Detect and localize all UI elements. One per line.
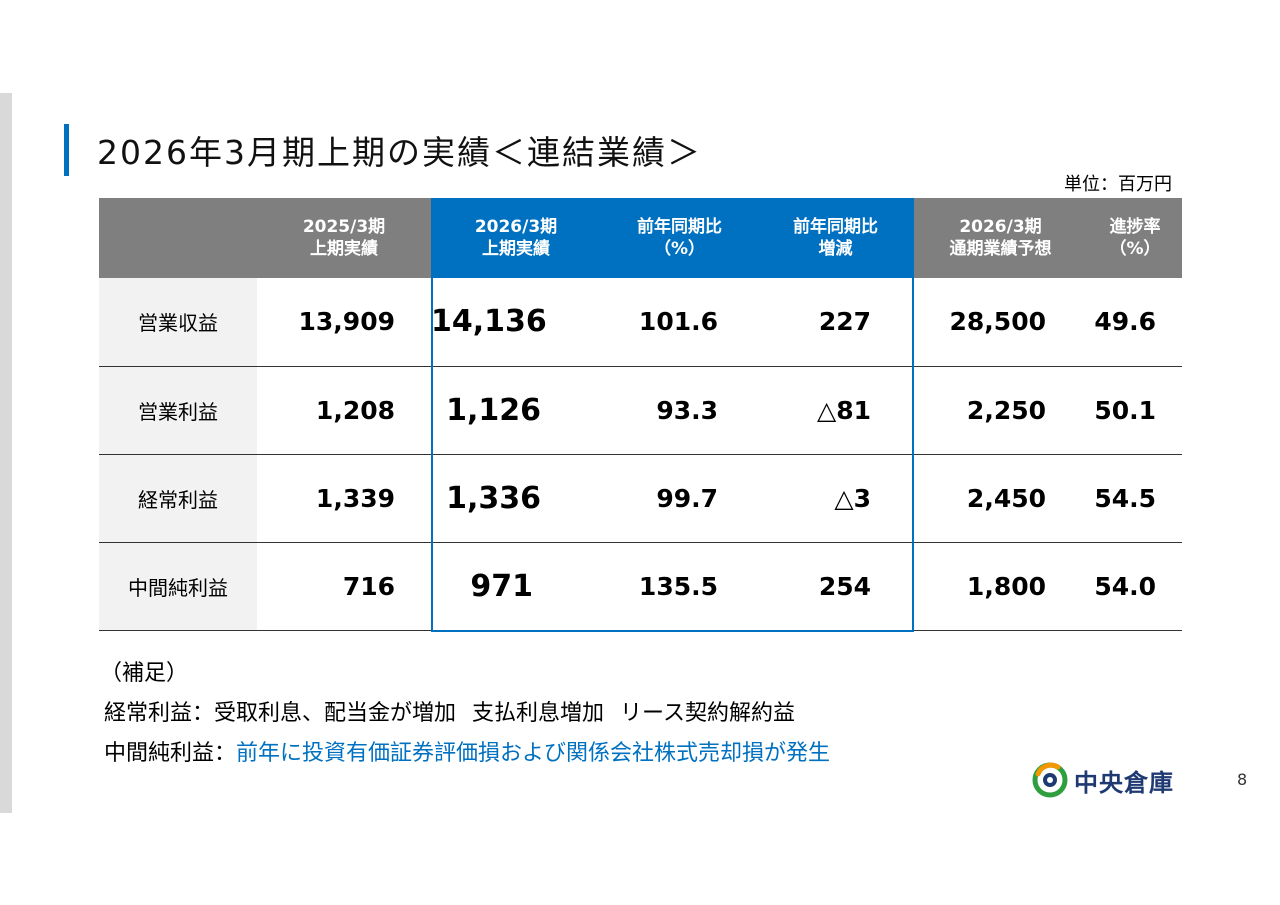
notes-heading: （補足） xyxy=(100,661,189,686)
unit-label: 単位：百万円 xyxy=(1064,174,1172,195)
cell-yoy-ratio: 99.7 xyxy=(601,454,758,543)
header-row: 2025/3期 上期実績 2026/3期 上期実績 前年同期比 （%） 前年同期比 増減… xyxy=(99,198,1182,278)
header-yoy-diff: 前年同期比 増減 xyxy=(758,198,913,278)
note-text: 支払利息増加 xyxy=(472,701,605,726)
cell-yoy-ratio: 93.3 xyxy=(601,366,758,455)
row-label: 営業利益 xyxy=(99,366,257,455)
results-table: 2025/3期 上期実績 2026/3期 上期実績 前年同期比 （%） 前年同期比 増減… xyxy=(99,198,1182,631)
cell-current-half: 1,126 xyxy=(431,366,601,455)
table-row: 中間純利益 716 971 135.5 254 1,800 54.0 xyxy=(99,542,1182,631)
note-label: 中間純利益： xyxy=(104,741,237,766)
table-row: 営業利益 1,208 1,126 93.3 △81 2,250 50.1 xyxy=(99,366,1182,455)
cell-current-half: 971 xyxy=(431,542,601,631)
cell-yoy-diff: △3 xyxy=(758,454,913,543)
cell-yoy-ratio: 101.6 xyxy=(601,278,758,367)
cell-yoy-diff: 254 xyxy=(758,542,913,631)
cell-forecast: 1,800 xyxy=(913,542,1088,631)
header-blank xyxy=(99,198,257,278)
note-label: 経常利益： xyxy=(104,701,215,726)
note-line-net-income: 中間純利益：前年に投資有価証券評価損および関係会社株式売却損が発生 xyxy=(100,734,830,774)
cell-yoy-diff: 227 xyxy=(758,278,913,367)
cell-progress: 54.5 xyxy=(1088,454,1182,543)
note-text-highlight: 前年に投資有価証券評価損および関係会社株式売却損が発生 xyxy=(236,741,831,766)
page-number: 8 xyxy=(1237,770,1248,789)
note-text: リース契約解約益 xyxy=(620,701,795,726)
cell-prev-half: 716 xyxy=(257,542,431,631)
cell-forecast: 2,250 xyxy=(913,366,1088,455)
logo-mark-icon xyxy=(1032,762,1068,798)
cell-forecast: 28,500 xyxy=(913,278,1088,367)
cell-progress: 50.1 xyxy=(1088,366,1182,455)
header-full-year-forecast: 2026/3期 通期業績予想 xyxy=(913,198,1088,278)
cell-current-half: 14,136 xyxy=(431,278,601,367)
supplementary-notes: （補足） 経常利益：受取利息、配当金が増加 支払利息増加 リース契約解約益 中間純利… xyxy=(100,654,830,774)
cell-yoy-diff: △81 xyxy=(758,366,913,455)
table-row: 経常利益 1,339 1,336 99.7 △3 2,450 54.5 xyxy=(99,454,1182,543)
title-accent-bar xyxy=(64,124,69,176)
cell-progress: 54.0 xyxy=(1088,542,1182,631)
row-label: 営業収益 xyxy=(99,278,257,367)
cell-prev-half: 1,339 xyxy=(257,454,431,543)
cell-prev-half: 1,208 xyxy=(257,366,431,455)
left-edge-bar xyxy=(0,93,12,813)
header-prev-half: 2025/3期 上期実績 xyxy=(257,198,431,278)
header-yoy-ratio: 前年同期比 （%） xyxy=(601,198,758,278)
cell-forecast: 2,450 xyxy=(913,454,1088,543)
table-row: 営業収益 13,909 14,136 101.6 227 28,500 49.6 xyxy=(99,278,1182,367)
cell-current-half: 1,336 xyxy=(431,454,601,543)
note-line-ordinary-profit: 経常利益：受取利息、配当金が増加 支払利息増加 リース契約解約益 xyxy=(100,694,830,734)
row-label: 経常利益 xyxy=(99,454,257,543)
cell-yoy-ratio: 135.5 xyxy=(601,542,758,631)
cell-prev-half: 13,909 xyxy=(257,278,431,367)
note-text: 受取利息、配当金が増加 xyxy=(214,701,457,726)
logo-text: 中央倉庫 xyxy=(1074,768,1174,797)
header-progress-rate: 進捗率 （%） xyxy=(1088,198,1182,278)
company-logo: 中央倉庫 xyxy=(1032,762,1174,798)
header-current-half: 2026/3期 上期実績 xyxy=(431,198,601,278)
cell-progress: 49.6 xyxy=(1088,278,1182,367)
page-title: 2026年3月期上期の実績＜連結業績＞ xyxy=(97,133,702,172)
row-label: 中間純利益 xyxy=(99,542,257,631)
